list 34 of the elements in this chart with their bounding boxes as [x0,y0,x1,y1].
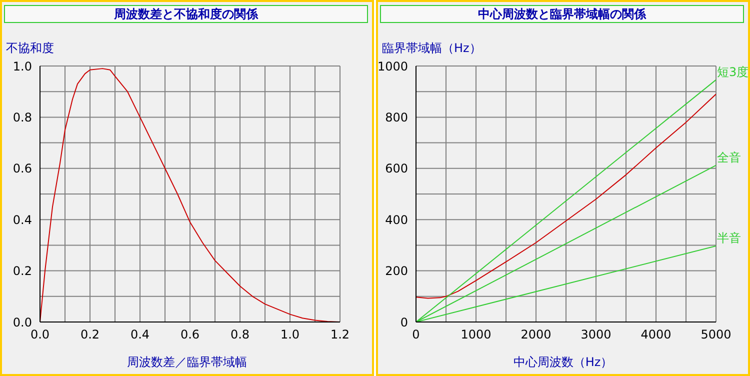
x-tick-label: 1.2 [330,328,350,342]
chart-title: 周波数差と不協和度の関係 [4,5,368,23]
x-tick-label: 0.8 [230,328,250,342]
x-tick-label: 0.4 [130,328,150,342]
x-tick-label: 0 [412,328,420,342]
y-tick-label: 0.8 [12,110,32,124]
x-tick-label: 1.0 [280,328,300,342]
x-tick-label: 1000 [460,328,492,342]
y-tick-label: 0.2 [12,264,32,278]
y-tick-label: 200 [385,264,408,278]
series-label: 全音 [717,150,741,164]
x-tick-label: 4000 [640,328,672,342]
y-tick-label: 1000 [377,59,408,74]
x-tick-label: 3000 [580,328,612,342]
y-tick-label: 0.4 [12,212,32,227]
x-tick-label: 0.6 [180,328,200,342]
y-tick-label: 0.0 [12,315,32,330]
series-label: 半音 [717,230,741,245]
x-tick-label: 2000 [520,328,552,342]
x-tick-label: 0.0 [30,328,50,342]
y-tick-label: 600 [385,162,408,176]
x-axis-title: 中心周波数（Hz） [512,354,614,371]
y-tick-label: 400 [385,212,408,227]
y-tick-label: 0 [400,315,408,330]
y-tick-label: 0.6 [12,162,32,176]
y-tick-label: 800 [385,110,408,124]
x-tick-label: 0.2 [80,328,100,342]
y-axis-title: 臨界帯域幅（Hz） [382,40,482,57]
x-axis-title: 周波数差／臨界帯域幅 [126,354,248,371]
x-tick-label: 5000 [700,328,732,342]
y-tick-label: 1.0 [12,59,32,74]
y-axis-title: 不協和度 [6,40,54,57]
chart-title: 中心周波数と臨界帯域幅の関係 [380,5,744,23]
series-label: 短3度 [717,64,749,79]
